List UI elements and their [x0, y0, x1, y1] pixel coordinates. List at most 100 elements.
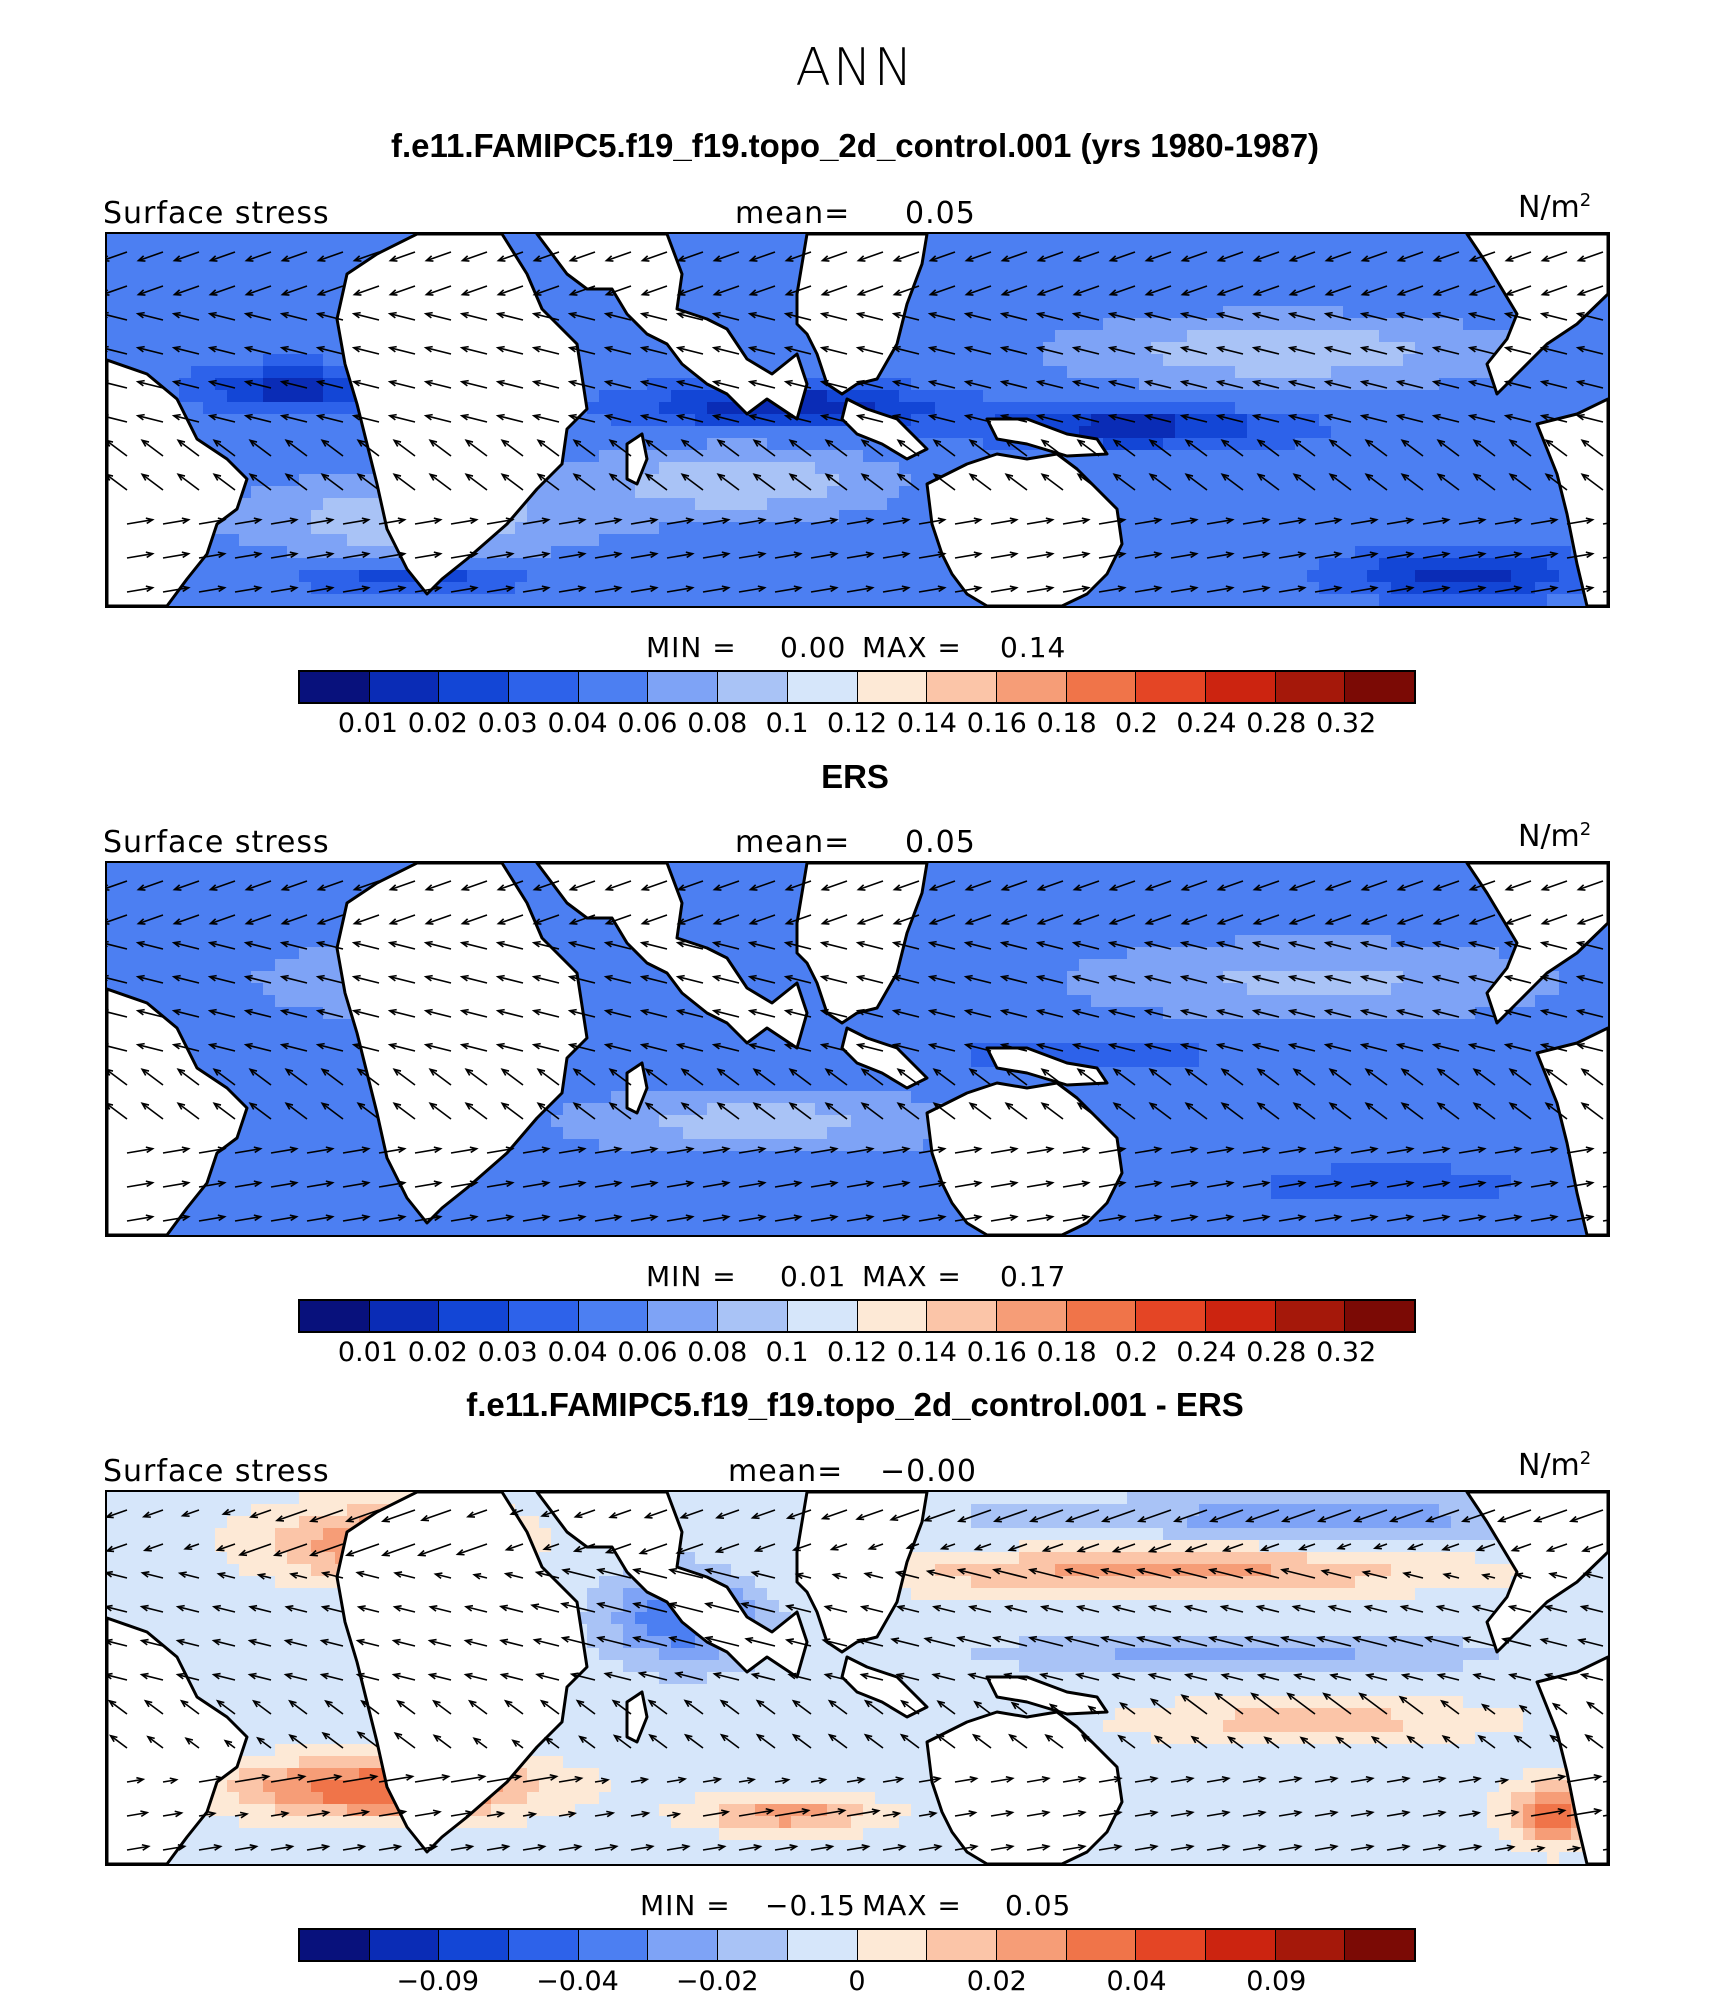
- land-madagascar: [625, 1061, 649, 1115]
- colorbar-swatch: [1066, 1301, 1137, 1331]
- colorbar-swatch: [369, 1930, 440, 1960]
- colorbar-swatch: [857, 1930, 928, 1960]
- colorbar-swatch: [369, 672, 440, 702]
- colorbar-tick-label: 0.02: [407, 1337, 468, 1368]
- panel-2-max-value: 0.17: [1000, 1260, 1067, 1293]
- colorbar-swatch: [1205, 1301, 1276, 1331]
- colorbar-tick-label: 0.14: [896, 708, 957, 739]
- colorbar-tick-label: 0.18: [1036, 708, 1097, 739]
- colorbar-tick-label: 0.32: [1316, 708, 1377, 739]
- panel-1-title: f.e11.FAMIPC5.f19_f19.topo_2d_control.00…: [390, 127, 1320, 164]
- colorbar-tick-label: 0.04: [547, 1337, 608, 1368]
- panel-1-max-value: 0.14: [1000, 631, 1067, 664]
- panel-3-title: f.e11.FAMIPC5.f19_f19.topo_2d_control.00…: [466, 1386, 1244, 1423]
- panel-2-mean-value: 0.05: [905, 825, 976, 860]
- colorbar-swatch: [439, 672, 510, 702]
- land-australia: [925, 1710, 1124, 1864]
- colorbar-swatch: [927, 1930, 997, 1960]
- land-asia_east: [795, 1492, 929, 1654]
- main-title: ANN: [795, 38, 915, 98]
- panel-3-min-value: −0.15: [765, 1889, 856, 1922]
- land-newguinea: [985, 1675, 1109, 1716]
- colorbar-tick-label: 0.03: [477, 708, 538, 739]
- panel-2-variable: Surface stress: [103, 825, 330, 860]
- colorbar-tick-label: 0.1: [765, 1337, 809, 1368]
- colorbar-tick-label: 0.14: [896, 1337, 957, 1368]
- panel-2-colorbar-ticks: 0.01 0.02 0.03 0.04 0.06 0.08 0.1 0.12 0.14 0.16 0…: [298, 1337, 1416, 1371]
- colorbar-tick-label: 0.02: [407, 708, 468, 739]
- land-arabia_india: [535, 234, 809, 421]
- colorbar-tick-label: 0.06: [617, 708, 678, 739]
- panel-3-max-value: 0.05: [1005, 1889, 1072, 1922]
- land-arabia_india: [535, 1492, 809, 1679]
- colorbar-tick-label: 0.12: [826, 708, 888, 739]
- panel-2-max-label: MAX =: [862, 1260, 962, 1293]
- colorbar-swatch: [369, 1301, 440, 1331]
- land-australia: [925, 1081, 1124, 1235]
- panel-1-map: [105, 232, 1610, 608]
- colorbar-swatch: [1345, 1930, 1414, 1960]
- colorbar-swatch: [1205, 672, 1276, 702]
- colorbar-swatch: [578, 1930, 649, 1960]
- stress-vectors: [107, 880, 1608, 1222]
- land-africa: [335, 1492, 589, 1854]
- colorbar-tick-label: 0.28: [1246, 708, 1307, 739]
- land-arabia_india: [535, 863, 809, 1050]
- land-n_america: [1465, 863, 1608, 1025]
- colorbar-tick-label: 0.09: [1246, 1966, 1307, 1997]
- colorbar-swatch: [1136, 1301, 1206, 1331]
- land-africa: [335, 863, 589, 1225]
- panel-3-colorbar: [298, 1928, 1416, 1962]
- panel-1-min-value: 0.00: [780, 631, 847, 664]
- colorbar-swatch: [648, 1301, 719, 1331]
- land-n_america: [1465, 234, 1608, 396]
- land-madagascar: [625, 1690, 649, 1744]
- colorbar-tick-label: 0.24: [1176, 1337, 1237, 1368]
- land-americas_s: [107, 358, 249, 606]
- colorbar-tick-label: −0.09: [396, 1966, 480, 1997]
- land-madagascar: [625, 432, 649, 486]
- colorbar-swatch: [1275, 672, 1346, 702]
- colorbar-swatch: [1136, 1930, 1206, 1960]
- colorbar-swatch: [509, 1930, 579, 1960]
- panel-1-mean-label: mean=: [735, 196, 851, 231]
- colorbar-tick-label: 0: [848, 1966, 866, 1997]
- land-africa: [335, 234, 589, 596]
- colorbar-swatch: [857, 1301, 928, 1331]
- colorbar-swatch: [1275, 1301, 1346, 1331]
- colorbar-tick-label: 0.04: [547, 708, 608, 739]
- colorbar-swatch: [648, 672, 719, 702]
- land-americas_s: [107, 987, 249, 1235]
- colorbar-tick-label: 0.01: [337, 1337, 398, 1368]
- panel-1-colorbar-ticks: 0.01 0.02 0.03 0.04 0.06 0.08 0.1 0.12 0.14 0.16 0…: [298, 708, 1416, 742]
- colorbar-swatch: [787, 1301, 858, 1331]
- land-n_america: [1465, 1492, 1608, 1654]
- panel-2-map: [105, 861, 1610, 1237]
- panel-2-units: N/m2: [1518, 819, 1592, 854]
- colorbar-swatch: [1136, 672, 1206, 702]
- colorbar-tick-label: 0.12: [826, 1337, 888, 1368]
- panel-2-colorbar: [298, 1299, 1416, 1333]
- panel-1-min-label: MIN =: [646, 631, 737, 664]
- panel-2-min-label: MIN =: [646, 1260, 737, 1293]
- stress-vectors: [107, 251, 1608, 593]
- stress-vectors: [107, 1508, 1608, 1853]
- colorbar-swatch: [787, 672, 858, 702]
- colorbar-tick-label: 0.08: [687, 708, 748, 739]
- colorbar-tick-label: 0.03: [477, 1337, 538, 1368]
- colorbar-swatch: [439, 1301, 510, 1331]
- colorbar-swatch: [509, 672, 579, 702]
- colorbar-swatch: [1205, 1930, 1276, 1960]
- panel-3-mean-value: −0.00: [880, 1454, 977, 1489]
- panel-2-title: ERS: [821, 758, 889, 795]
- colorbar-swatch: [1345, 1301, 1414, 1331]
- colorbar-tick-label: 0.24: [1176, 708, 1237, 739]
- colorbar-tick-label: 0.16: [966, 1337, 1027, 1368]
- panel-3-mean-label: mean=: [728, 1454, 844, 1489]
- colorbar-tick-label: 0.32: [1316, 1337, 1377, 1368]
- colorbar-tick-label: 0.02: [966, 1966, 1027, 1997]
- colorbar-swatch: [1345, 672, 1414, 702]
- colorbar-tick-label: 0.2: [1115, 708, 1158, 739]
- colorbar-swatch: [718, 1930, 788, 1960]
- colorbar-tick-label: −0.02: [675, 1966, 759, 1997]
